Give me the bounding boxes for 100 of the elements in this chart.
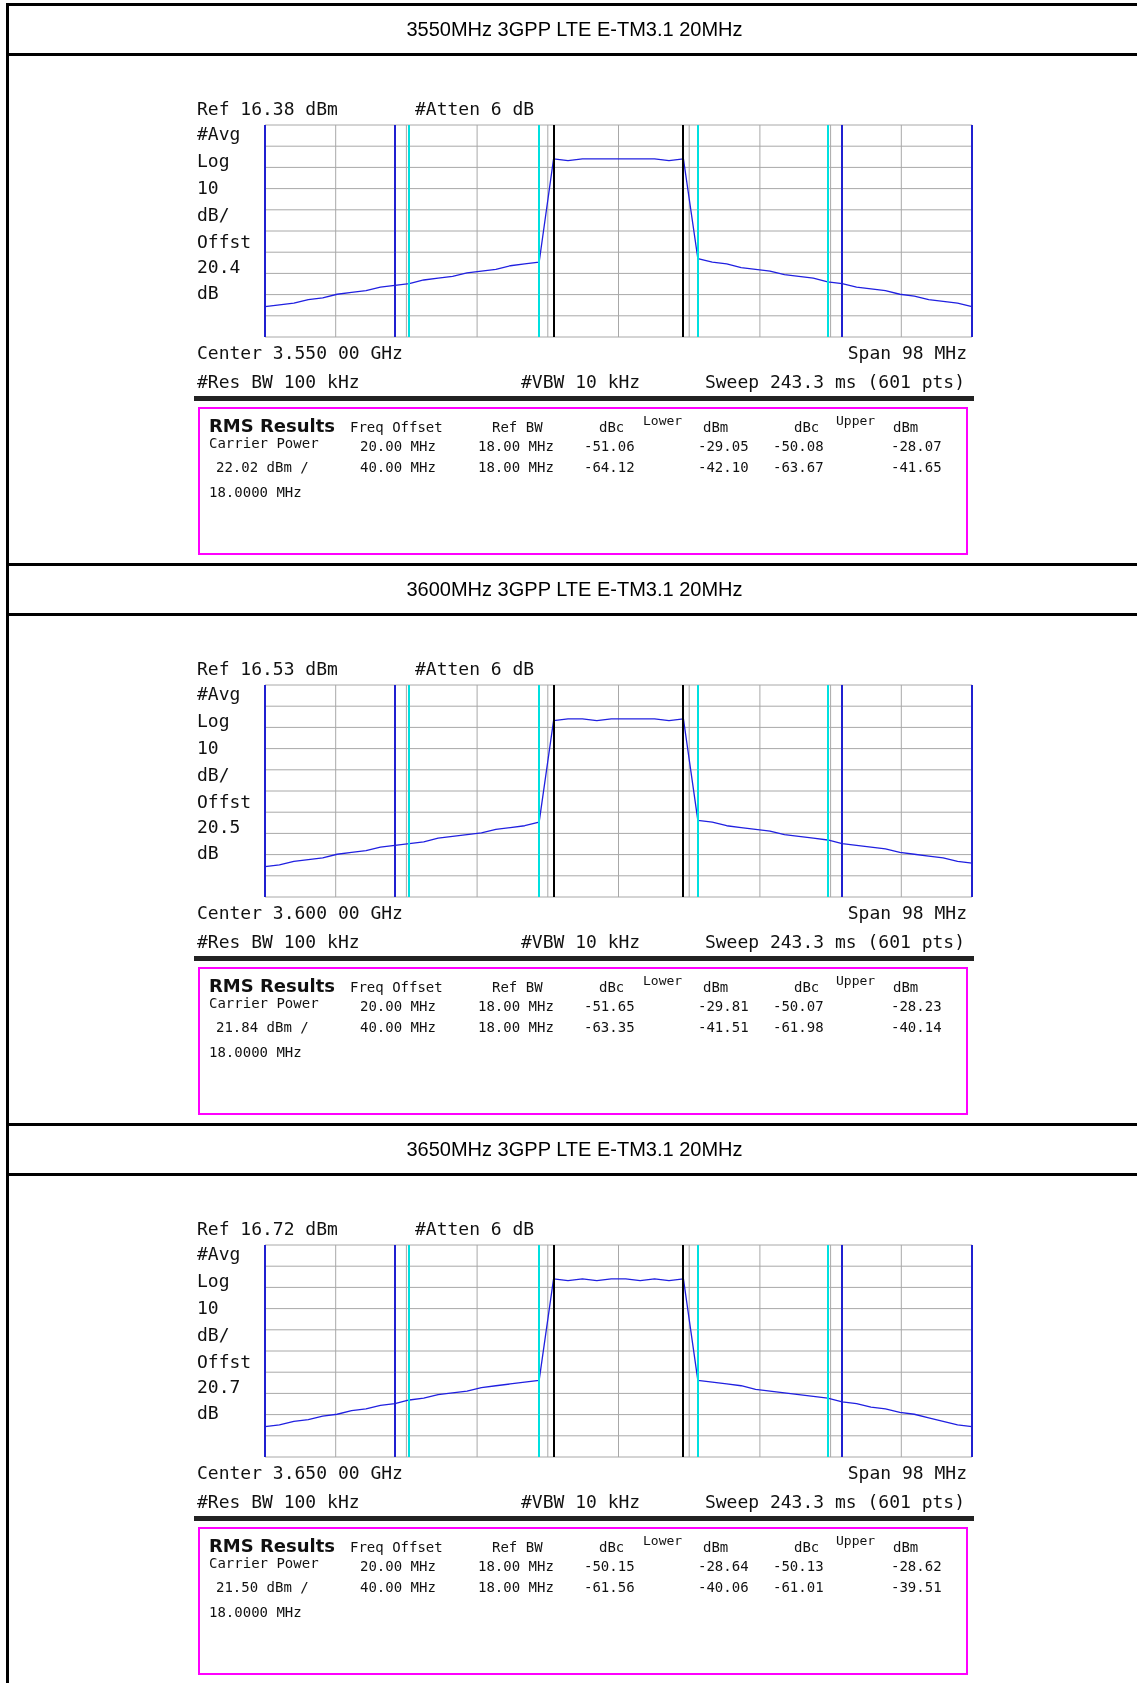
text: dB — [197, 281, 219, 303]
chart-title: 3550MHz 3GPP LTE E-TM3.1 20MHz — [9, 6, 1137, 56]
text: #Avg — [197, 1242, 241, 1264]
text: 18.0000 MHz — [209, 1044, 302, 1060]
chart-title: 3650MHz 3GPP LTE E-TM3.1 20MHz — [9, 1126, 1137, 1176]
text: 18.00 MHz — [478, 1558, 554, 1574]
text: Log — [197, 709, 230, 731]
text: Ref 16.38 dBm — [197, 97, 338, 119]
text: Center 3.650 00 GHz — [197, 1461, 403, 1483]
text: Offst — [197, 790, 252, 812]
text: 18.0000 MHz — [209, 1604, 302, 1620]
text: Offst — [197, 1350, 252, 1372]
text: #Atten 6 dB — [415, 97, 535, 119]
text: Upper — [836, 413, 876, 428]
text: -28.64 — [698, 1558, 749, 1574]
text: dBc — [599, 979, 625, 995]
text: Log — [197, 149, 230, 171]
text: Lower — [643, 973, 683, 988]
text: Log — [197, 1269, 230, 1291]
text: 18.0000 MHz — [209, 484, 302, 500]
text: #Avg — [197, 122, 241, 144]
text: Center 3.600 00 GHz — [197, 901, 403, 923]
text: Carrier Power — [209, 995, 319, 1011]
text: #Res BW 100 kHz — [197, 370, 360, 392]
text: #VBW 10 kHz — [521, 370, 641, 392]
text: -40.06 — [698, 1579, 749, 1595]
text: dBm — [703, 419, 729, 435]
text: dBm — [703, 1539, 729, 1555]
text: Upper — [836, 973, 876, 988]
text: RMS Results — [209, 974, 336, 996]
text: -61.98 — [773, 1019, 824, 1035]
text: Sweep 243.3 ms (601 pts) — [704, 1490, 965, 1512]
text: 10 — [197, 176, 219, 198]
text: -28.62 — [891, 1558, 942, 1574]
text: dBm — [893, 1539, 919, 1555]
text: 18.00 MHz — [478, 459, 554, 475]
text: #Res BW 100 kHz — [197, 1490, 360, 1512]
text: -29.05 — [698, 438, 749, 454]
text: dBc — [794, 1539, 820, 1555]
text: -41.65 — [891, 459, 942, 475]
text: Freq Offset — [350, 1539, 443, 1555]
text: 40.00 MHz — [360, 1019, 436, 1035]
text: 21.50 dBm / — [216, 1579, 309, 1595]
text: -41.51 — [698, 1019, 749, 1035]
text: 20.00 MHz — [360, 1558, 436, 1574]
text: -40.14 — [891, 1019, 942, 1035]
text: -64.12 — [584, 459, 635, 475]
text: dBm — [703, 979, 729, 995]
text: -61.56 — [584, 1579, 635, 1595]
chart-title: 3600MHz 3GPP LTE E-TM3.1 20MHz — [9, 566, 1137, 616]
text: Ref BW — [492, 979, 543, 995]
text: -42.10 — [698, 459, 749, 475]
text: Freq Offset — [350, 419, 443, 435]
text: Carrier Power — [209, 435, 319, 451]
text: -63.67 — [773, 459, 824, 475]
text: 18.00 MHz — [478, 998, 554, 1014]
text: Ref 16.53 dBm — [197, 657, 338, 679]
text: -61.01 — [773, 1579, 824, 1595]
text: dBc — [599, 1539, 625, 1555]
text: dB — [197, 1401, 219, 1423]
text: 40.00 MHz — [360, 1579, 436, 1595]
text: -29.81 — [698, 998, 749, 1014]
text: Span 98 MHz — [847, 901, 967, 923]
text: #VBW 10 kHz — [521, 1490, 641, 1512]
text: -51.06 — [584, 438, 635, 454]
text: dBc — [599, 419, 625, 435]
text: RMS Results — [209, 414, 336, 436]
text: Carrier Power — [209, 1555, 319, 1571]
text: Span 98 MHz — [847, 1461, 967, 1483]
text: -50.08 — [773, 438, 824, 454]
text: #VBW 10 kHz — [521, 930, 641, 952]
text: Offst — [197, 230, 252, 252]
text: Sweep 243.3 ms (601 pts) — [704, 370, 965, 392]
text: dBc — [794, 979, 820, 995]
text: -51.65 — [584, 998, 635, 1014]
text: 18.00 MHz — [478, 1579, 554, 1595]
text: -28.07 — [891, 438, 942, 454]
text: Lower — [643, 413, 683, 428]
text: Lower — [643, 1533, 683, 1548]
text: Center 3.550 00 GHz — [197, 341, 403, 363]
text: #Atten 6 dB — [415, 657, 535, 679]
text: -28.23 — [891, 998, 942, 1014]
text: 21.84 dBm / — [216, 1019, 309, 1035]
text: 18.00 MHz — [478, 438, 554, 454]
text: -50.15 — [584, 1558, 635, 1574]
text: dBm — [893, 419, 919, 435]
text: 10 — [197, 1296, 219, 1318]
text: 20.00 MHz — [360, 438, 436, 454]
text: dB — [197, 841, 219, 863]
text: -63.35 — [584, 1019, 635, 1035]
text: -50.13 — [773, 1558, 824, 1574]
text: -39.51 — [891, 1579, 942, 1595]
text: dBm — [893, 979, 919, 995]
text: 20.4 — [197, 255, 241, 277]
text: -50.07 — [773, 998, 824, 1014]
text: #Atten 6 dB — [415, 1217, 535, 1239]
text: 10 — [197, 736, 219, 758]
text: dB/ — [197, 1323, 230, 1345]
text: 20.7 — [197, 1375, 241, 1397]
text: #Avg — [197, 682, 241, 704]
